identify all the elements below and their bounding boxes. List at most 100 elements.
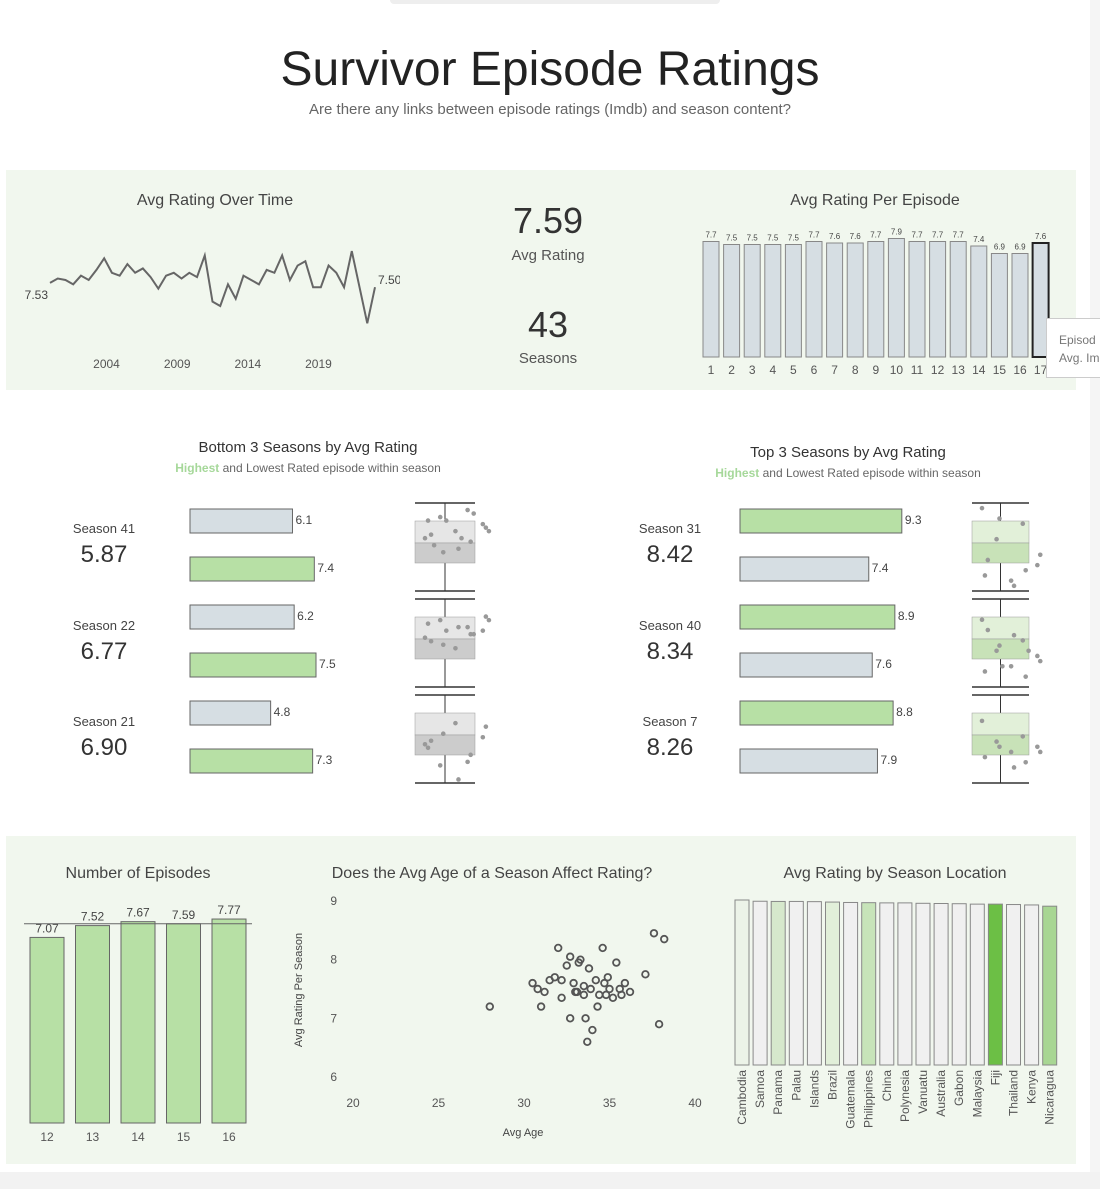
avg-rating-by-location-chart[interactable]: Cambodia Samoa Panama Palau Islands Brazil Gua…	[728, 890, 1068, 1140]
season-bar-highest	[189, 556, 315, 582]
episode-bar	[908, 241, 926, 358]
season-bar-lowest	[739, 556, 870, 582]
scatter-point	[600, 978, 609, 988]
top3-seasons-chart[interactable]: 9.3 7.4 8.9 7.6 8.8 7.9	[735, 495, 1065, 785]
strip-dot	[425, 745, 431, 751]
top3-title-rest: 3 Seasons by Avg Rating	[774, 444, 946, 461]
episode-bar-label: 7.5	[747, 234, 759, 243]
right-scrollbar[interactable]	[1090, 0, 1100, 1189]
top-scroll-indicator	[390, 0, 720, 4]
avg-rating-kpi-label: Avg Rating	[511, 247, 585, 264]
scatter-point	[576, 955, 585, 964]
episode-bar	[949, 241, 967, 358]
episode-bar-label: 7.5	[726, 234, 738, 243]
episodes-bar	[29, 936, 65, 1124]
strip-dot	[444, 628, 449, 633]
scatter-point	[583, 1037, 592, 1046]
episode-bar-label: 7.5	[788, 234, 800, 243]
bottom-scrollbar[interactable]	[0, 1172, 1100, 1189]
strip-dot	[483, 614, 489, 619]
episode-bar-label: 7.7	[705, 231, 717, 240]
top3-title-bold: Top	[750, 444, 775, 461]
episode-bar-label: 7.6	[1035, 232, 1047, 241]
episodes-bar-label: 7.52	[81, 910, 105, 924]
strip-dot	[982, 754, 988, 760]
episodes-bar	[75, 925, 110, 1124]
scatter-point	[550, 973, 559, 982]
episode-x-tick: 17	[1034, 363, 1048, 377]
location-label: Panama	[771, 1070, 785, 1115]
bottom3-season-2-label: Season 22	[72, 618, 136, 633]
strip-dot	[1023, 759, 1028, 765]
episode-x-tick: 7	[831, 363, 838, 377]
location-bar	[1042, 905, 1058, 1066]
season-bar-lowest	[189, 700, 272, 726]
bottom3-title: Bottom 3 Seasons by Avg Rating	[150, 439, 466, 456]
scatter-point	[617, 990, 626, 1000]
strip-dot	[1011, 765, 1017, 770]
episode-x-tick: 4	[769, 363, 776, 377]
episode-bar	[702, 241, 720, 358]
scatter-point	[562, 961, 571, 970]
episode-bar-label: 7.7	[808, 231, 820, 240]
strip-dot	[471, 511, 476, 516]
top3-season-2-avg: 8.34	[646, 638, 694, 665]
scatter-point	[485, 1002, 494, 1011]
location-bar	[734, 899, 750, 1066]
top3-season-3-label: Season 7	[642, 714, 698, 729]
episode-bar	[846, 242, 864, 358]
strip-dot	[486, 528, 492, 534]
scatter-point	[554, 943, 563, 953]
strip-dot	[1035, 562, 1040, 568]
episode-x-tick: 3	[749, 363, 756, 377]
location-label: China	[880, 1070, 894, 1102]
season-bar-label-lowest: 7.9	[880, 753, 897, 767]
scatter-y-tick: 8	[330, 953, 337, 967]
episode-chart-title: Avg Rating Per Episode	[790, 192, 960, 209]
strip-dot	[1020, 638, 1026, 643]
season-bar-label-highest: 9.3	[905, 513, 922, 527]
bottom3-seasons-chart[interactable]: 6.1 7.4 6.2 7.5 4.8 7.3	[185, 495, 525, 785]
episode-x-tick: 15	[993, 363, 1007, 377]
scatter-point	[595, 990, 604, 1000]
strip-dot	[979, 718, 985, 724]
episodes-bar-label: 7.59	[172, 908, 196, 922]
scatter-x-label: Avg Age	[503, 1127, 544, 1139]
line-x-tick: 2004	[93, 357, 120, 371]
episode-tooltip: Episod Avg. Im	[1046, 318, 1100, 378]
location-label: Nicaragua	[1043, 1070, 1057, 1125]
scatter-point	[625, 987, 635, 997]
avg-rating-over-time-chart[interactable]: 7.53 7.50 2004 2009 2014 2019	[20, 215, 400, 375]
episode-x-tick: 11	[911, 363, 924, 377]
episode-bar	[929, 241, 947, 358]
season-bar-highest	[739, 700, 894, 726]
episode-bar	[887, 238, 905, 358]
episode-x-tick: 16	[1013, 363, 1027, 377]
strip-dot	[994, 536, 999, 542]
season-bar-label-lowest: 6.2	[297, 609, 314, 623]
location-bar	[987, 903, 1003, 1066]
location-bar	[770, 900, 786, 1066]
episodes-bar	[120, 921, 156, 1124]
strip-dot	[985, 557, 991, 563]
strip-dot	[1023, 567, 1028, 573]
strip-dot	[483, 724, 489, 729]
strip-dot	[483, 525, 489, 530]
avg-rating-per-episode-chart[interactable]: 7.7 1 7.5 2 7.5 3 7.5 4 7.5 5 7.7 6 7.6 7 7.6 8 7.7 9 7.9 1…	[695, 222, 1055, 382]
episode-bar	[784, 244, 802, 358]
location-bar	[897, 902, 913, 1066]
number-of-episodes-chart[interactable]: 7.07 12 7.52 13 7.67 14 7.59 15 7.77 16	[20, 895, 260, 1145]
age-vs-rating-scatter[interactable]: 20 25 30 35 40 9 8 7 6 Avg Age Avg Rating Per Seas…	[285, 885, 705, 1145]
scatter-point	[565, 952, 575, 961]
top3-season-3-avg: 8.26	[646, 734, 694, 761]
page-subtitle: Are there any links between episode rati…	[309, 101, 791, 118]
location-bar	[1006, 904, 1021, 1066]
strip-dot	[453, 645, 458, 651]
line-x-tick: 2014	[234, 357, 261, 371]
scatter-point	[579, 981, 589, 991]
strip-dot	[453, 528, 458, 534]
strip-dot	[437, 763, 443, 768]
season-bar-label-highest: 8.8	[896, 705, 913, 719]
scatter-point	[584, 964, 594, 973]
location-bar	[843, 901, 859, 1066]
